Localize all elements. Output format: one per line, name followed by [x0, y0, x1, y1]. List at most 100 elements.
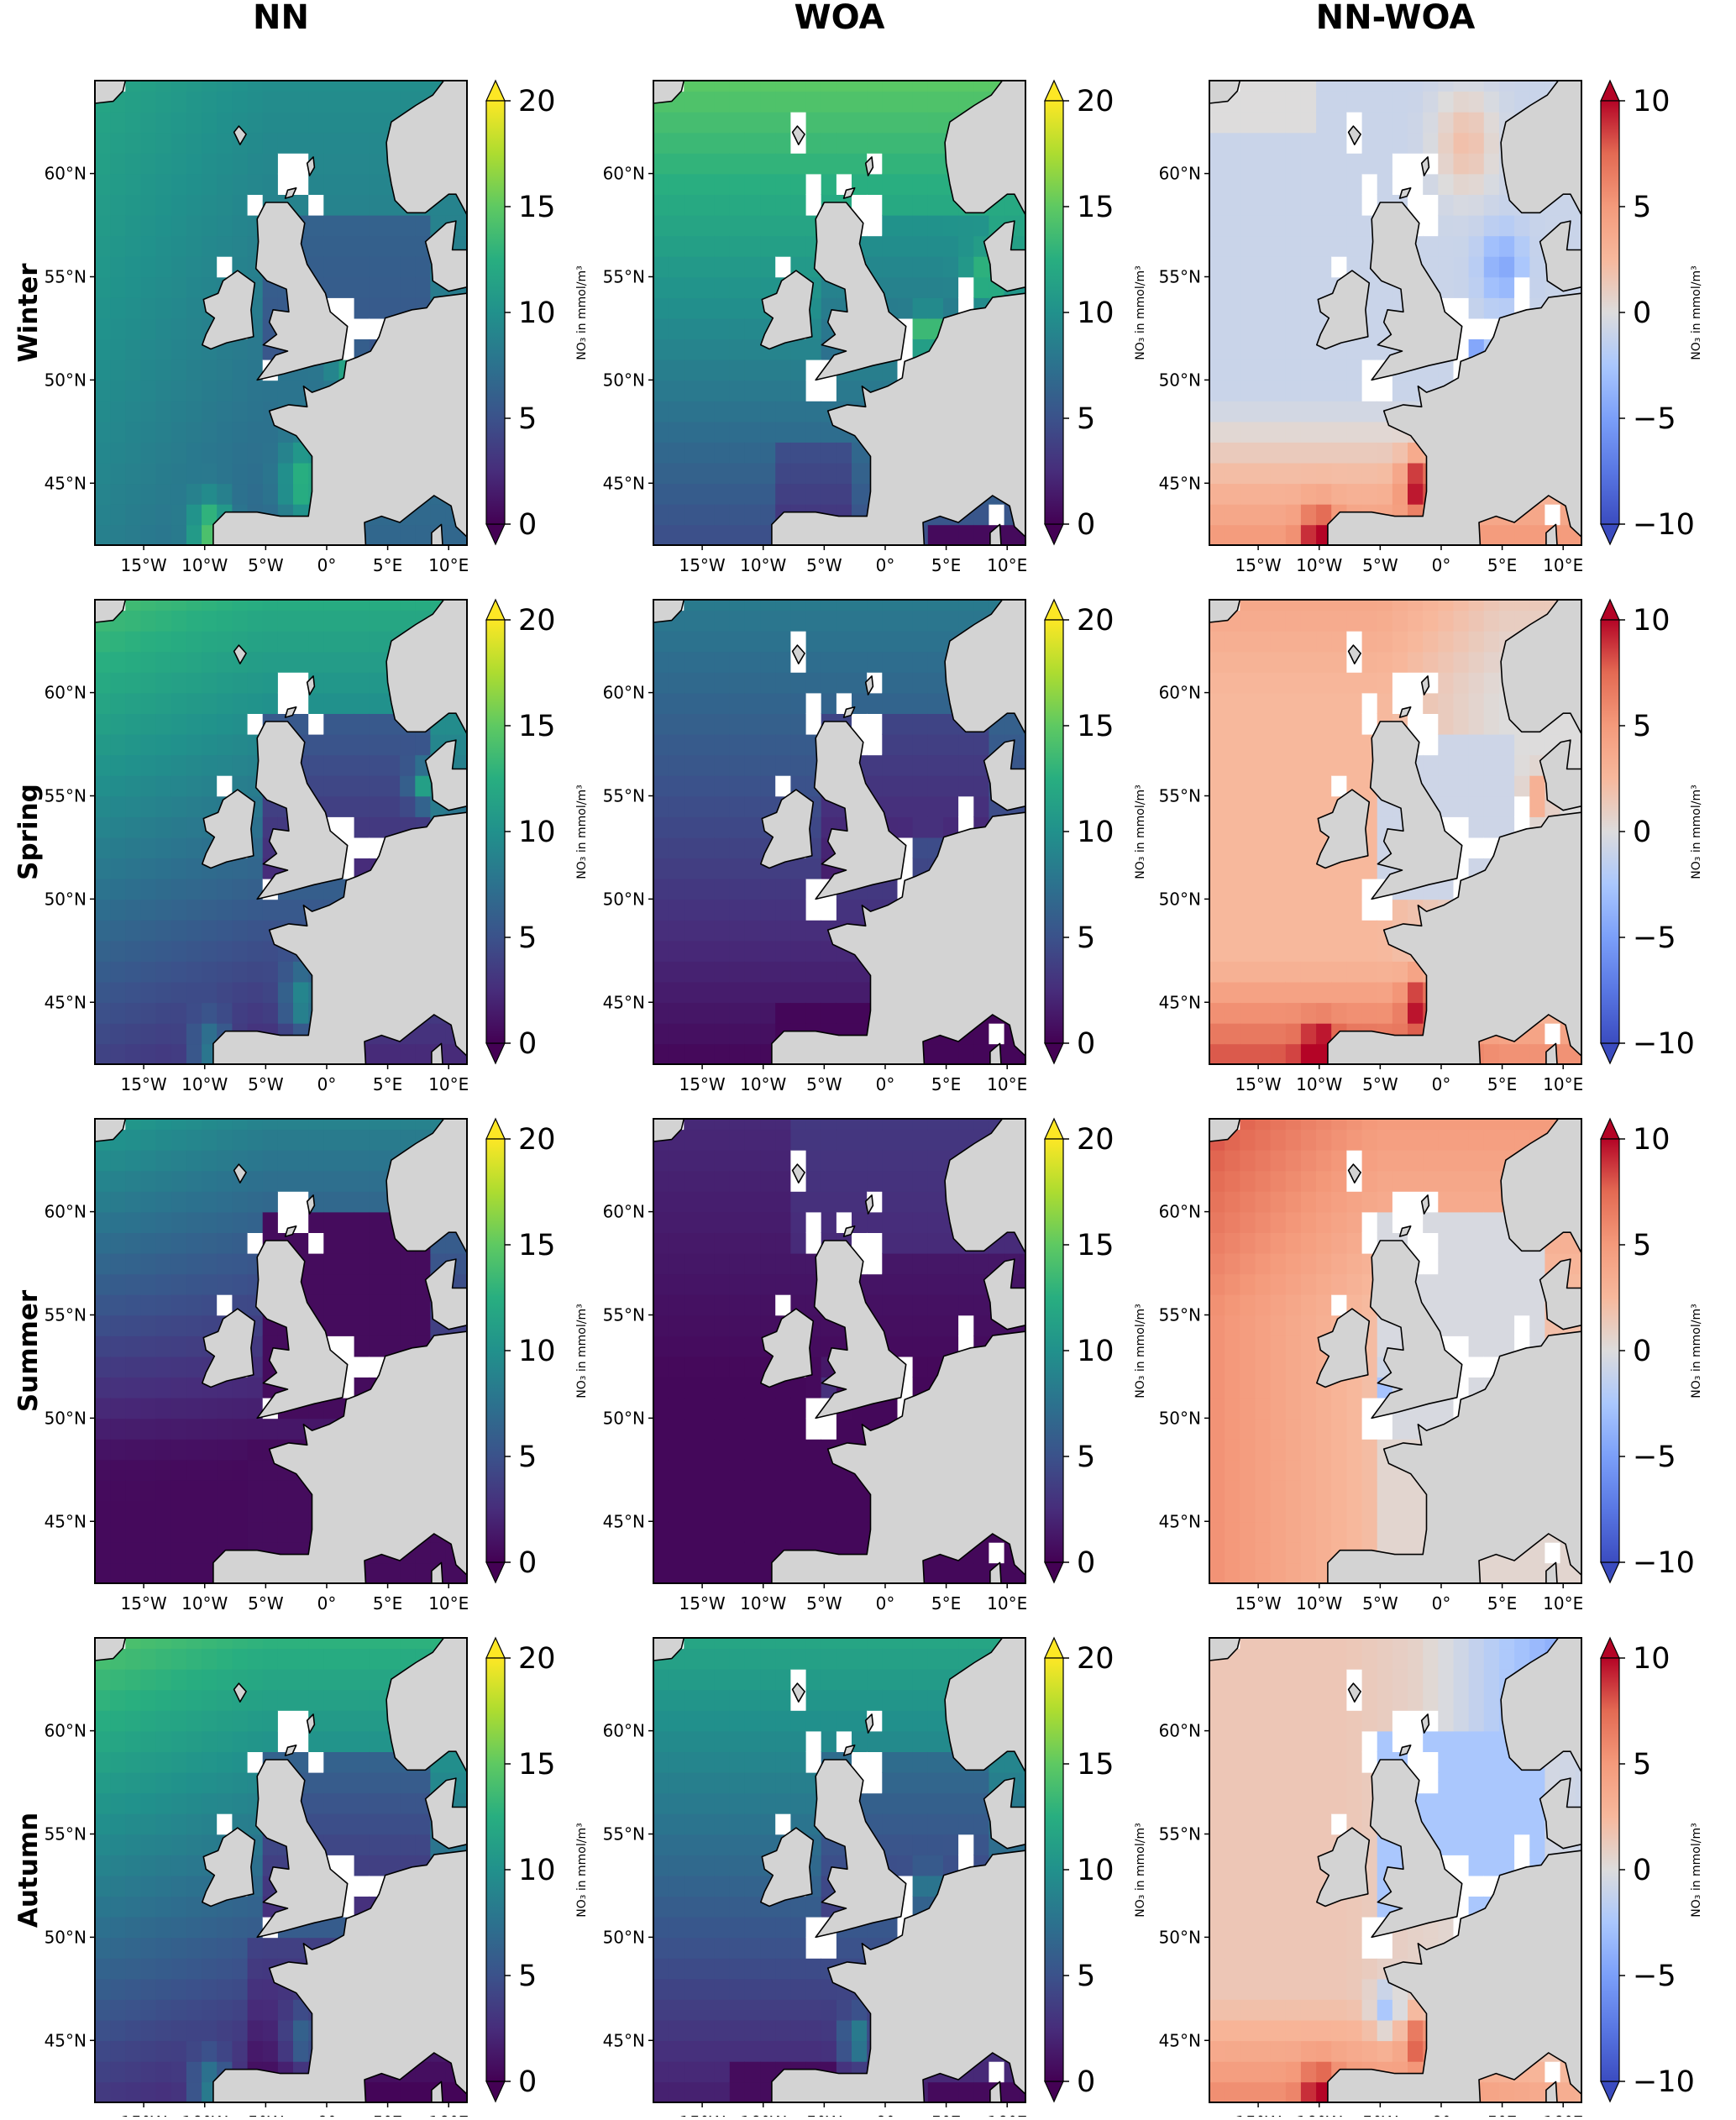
grid-cell — [1271, 837, 1287, 858]
grid-cell — [248, 858, 264, 879]
grid-cell — [385, 256, 401, 277]
grid-cell — [125, 483, 141, 504]
grid-cell — [775, 401, 791, 422]
grid-cell — [1301, 734, 1317, 755]
grid-cell — [1256, 91, 1272, 112]
grid-cell — [217, 961, 233, 982]
grid-cell — [653, 961, 669, 982]
grid-cell — [790, 153, 806, 174]
grid-cell — [339, 1150, 355, 1171]
grid-cell — [1256, 754, 1272, 775]
grid-cell — [669, 215, 684, 236]
grid-cell — [730, 174, 746, 195]
grid-cell — [684, 1460, 700, 1481]
grid-cell — [730, 1480, 746, 1501]
grid-cell — [339, 194, 355, 215]
grid-cell — [323, 754, 339, 775]
grid-cell — [110, 1480, 126, 1501]
grid-cell — [715, 796, 731, 817]
grid-cell — [217, 132, 233, 153]
grid-cell — [775, 899, 791, 920]
grid-cell — [171, 463, 187, 484]
grid-cell — [248, 380, 264, 401]
grid-cell — [730, 631, 746, 652]
grid-cell — [669, 504, 684, 525]
grid-cell — [354, 1170, 370, 1191]
grid-cell — [684, 879, 700, 900]
grid-cell — [715, 1480, 731, 1501]
grid-cell — [370, 1273, 385, 1294]
grid-cell — [882, 91, 898, 112]
grid-cell — [653, 338, 669, 359]
grid-cell — [958, 256, 974, 277]
grid-cell — [354, 651, 370, 672]
grid-cell — [669, 1521, 684, 1542]
grid-cell — [370, 672, 385, 693]
grid-cell — [745, 442, 761, 463]
grid-cell — [278, 1150, 294, 1171]
grid-cell — [1225, 734, 1240, 755]
grid-cell — [125, 1191, 141, 1212]
grid-cell — [248, 982, 264, 1003]
grid-cell — [943, 1315, 959, 1336]
grid-cell — [790, 754, 806, 775]
grid-cell — [141, 816, 157, 837]
grid-cell — [110, 1212, 126, 1233]
grid-cell — [1225, 816, 1240, 837]
grid-cell — [715, 754, 731, 775]
grid-cell — [1346, 153, 1362, 174]
grid-cell — [156, 1212, 172, 1233]
row-label-winter: Winter — [13, 263, 44, 363]
grid-cell — [186, 1253, 202, 1274]
grid-cell — [653, 1232, 669, 1253]
grid-cell — [1225, 256, 1240, 277]
lat-tick-label: 60°N — [45, 683, 87, 703]
grid-cell — [141, 380, 157, 401]
grid-cell — [1271, 132, 1287, 153]
colorbar-tick-label: 10 — [1633, 604, 1670, 638]
grid-cell — [1256, 422, 1272, 443]
grid-cell — [1209, 651, 1225, 672]
grid-cell — [1271, 442, 1287, 463]
grid-cell — [95, 1501, 111, 1522]
grid-cell — [339, 610, 355, 631]
grid-cell — [684, 982, 700, 1003]
grid-cell — [1423, 112, 1439, 133]
grid-cell — [790, 91, 806, 112]
grid-cell — [1271, 672, 1287, 693]
grid-cell — [700, 672, 716, 693]
grid-cell — [790, 672, 806, 693]
grid-cell — [339, 1273, 355, 1294]
grid-cell — [202, 256, 218, 277]
grid-cell — [775, 1521, 791, 1542]
grid-cell — [156, 1418, 172, 1439]
grid-cell — [806, 401, 822, 422]
grid-cell — [1209, 256, 1225, 277]
grid-cell — [669, 879, 684, 900]
grid-cell — [1377, 153, 1393, 174]
grid-cell — [669, 174, 684, 195]
lat-tick-label: 50°N — [1159, 370, 1201, 390]
grid-cell — [1209, 1501, 1225, 1522]
grid-cell — [217, 112, 233, 133]
grid-cell — [217, 775, 233, 796]
grid-cell — [790, 401, 806, 422]
grid-cell — [217, 1439, 233, 1460]
lon-tick-label: 15°W — [679, 555, 725, 575]
grid-cell — [186, 754, 202, 775]
grid-cell — [700, 1023, 716, 1044]
grid-cell — [1209, 837, 1225, 858]
grid-cell — [232, 442, 248, 463]
grid-cell — [882, 1273, 898, 1294]
grid-cell — [745, 318, 761, 339]
grid-cell — [354, 112, 370, 133]
grid-cell — [1392, 651, 1408, 672]
grid-cell — [730, 879, 746, 900]
grid-cell — [171, 1150, 187, 1171]
grid-cell — [867, 1232, 883, 1253]
grid-cell — [700, 235, 716, 256]
grid-cell — [141, 1562, 157, 1583]
grid-cell — [790, 982, 806, 1003]
grid-cell — [715, 483, 731, 504]
grid-cell — [125, 338, 141, 359]
